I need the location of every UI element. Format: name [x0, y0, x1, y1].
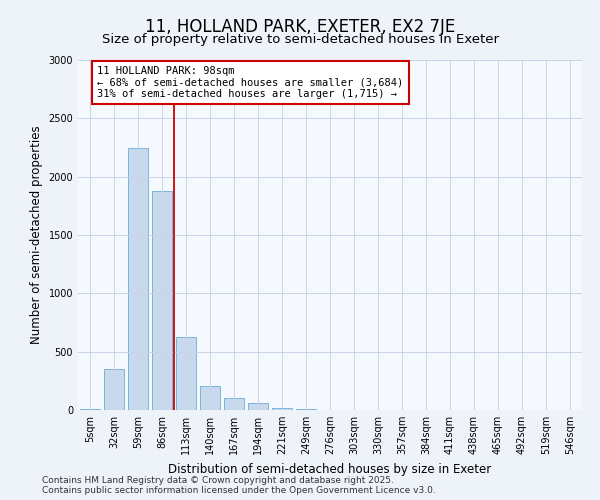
Text: Size of property relative to semi-detached houses in Exeter: Size of property relative to semi-detach…	[101, 32, 499, 46]
Text: Contains HM Land Registry data © Crown copyright and database right 2025.
Contai: Contains HM Land Registry data © Crown c…	[42, 476, 436, 495]
Bar	[104, 369, 124, 410]
Bar	[152, 192, 172, 410]
Text: 11, HOLLAND PARK, EXETER, EX2 7JE: 11, HOLLAND PARK, EXETER, EX2 7JE	[145, 18, 455, 36]
X-axis label: Distribution of semi-detached houses by size in Exeter: Distribution of semi-detached houses by …	[169, 462, 491, 475]
Y-axis label: Number of semi-detached properties: Number of semi-detached properties	[30, 126, 43, 344]
Bar	[248, 403, 268, 410]
Text: 11 HOLLAND PARK: 98sqm
← 68% of semi-detached houses are smaller (3,684)
31% of : 11 HOLLAND PARK: 98sqm ← 68% of semi-det…	[97, 66, 403, 99]
Bar	[128, 148, 148, 410]
Bar	[272, 408, 292, 410]
Bar	[224, 398, 244, 410]
Bar	[176, 337, 196, 410]
Bar	[200, 386, 220, 410]
